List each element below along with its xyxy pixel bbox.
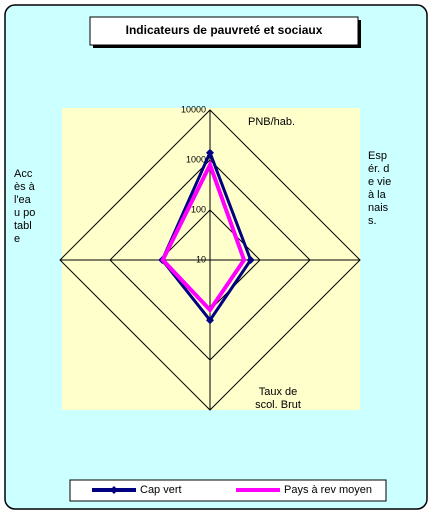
series-line: [160, 159, 247, 314]
legend-label: Cap vert: [140, 484, 182, 496]
point-marker: [206, 316, 214, 325]
point-marker: [206, 148, 214, 157]
legend-label: Pays à rev moyen: [284, 484, 372, 496]
r-tick-label: 10000: [181, 104, 206, 114]
r-tick-label: 1000: [186, 154, 206, 164]
grid-ring: [109, 159, 311, 361]
r-tick-label: 100: [191, 204, 206, 214]
grid-ring: [59, 109, 361, 411]
legend-box: [69, 479, 387, 502]
chart-title: Indicateurs de pauvreté et sociaux: [126, 23, 323, 37]
title-box: [89, 16, 359, 46]
r-tick-label: 10: [196, 254, 206, 264]
category-label: Taux de scol. Brut: [255, 386, 301, 411]
legend-marker: [110, 486, 118, 494]
category-label: Espér. de vie à la naiss.: [368, 150, 392, 227]
category-label: Accès à l'eau potable: [14, 168, 36, 245]
point-marker: [246, 256, 255, 264]
category-label: PNB/hab.: [248, 116, 296, 128]
